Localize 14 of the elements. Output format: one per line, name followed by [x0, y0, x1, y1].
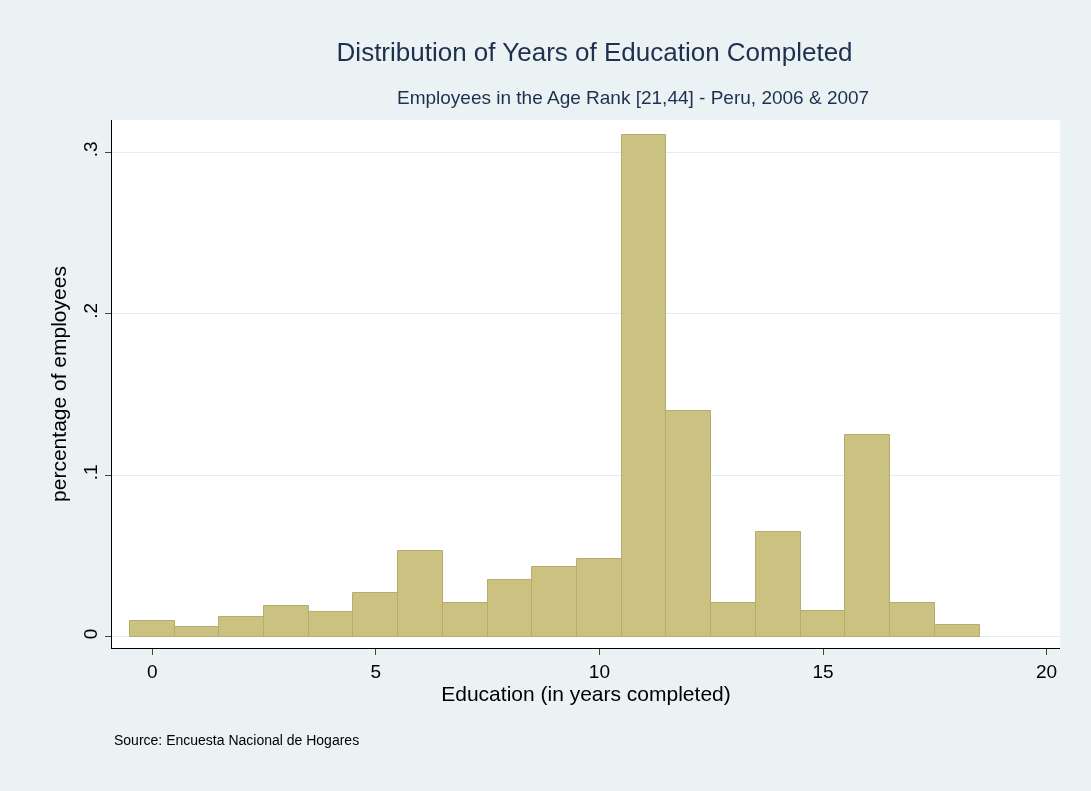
x-tick-label: 5 — [370, 660, 382, 682]
chart-title: Distribution of Years of Education Completed — [336, 37, 853, 68]
x-axis-title: Education (in years completed) — [441, 681, 731, 705]
x-tick-label: 20 — [1036, 660, 1058, 682]
y-tick-label: .1 — [80, 464, 102, 481]
x-tick-label: 15 — [812, 660, 834, 682]
x-tick-label: 10 — [588, 660, 610, 682]
y-tick-label: .2 — [80, 302, 102, 319]
y-tick-label: 0 — [80, 628, 102, 640]
y-axis-title: percentage of employees — [46, 266, 70, 502]
source-note: Source: Encuesta Nacional de Hogares — [114, 732, 360, 748]
chart-subtitle: Employees in the Age Rank [21,44] - Peru, 2006 & 2007 — [397, 87, 870, 108]
x-tick-label: 0 — [146, 660, 158, 682]
y-tick-label: .3 — [80, 141, 102, 158]
